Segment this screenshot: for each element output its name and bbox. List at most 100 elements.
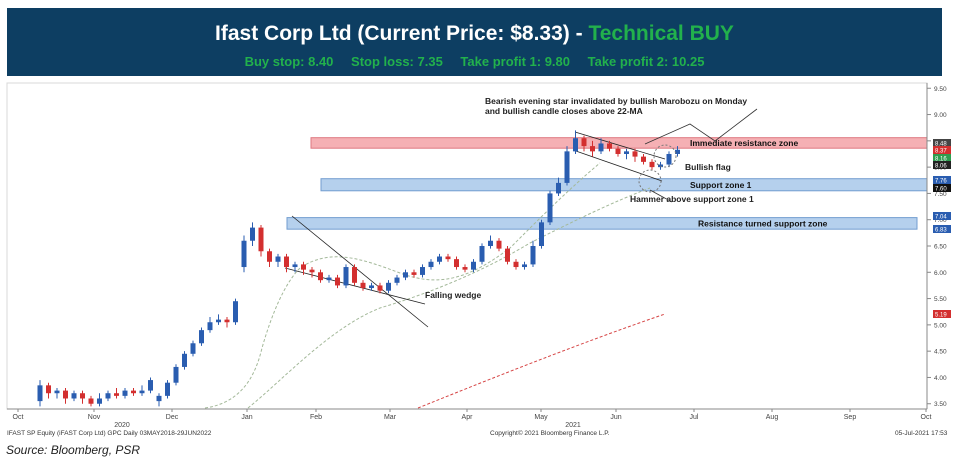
candle-body [267, 251, 272, 262]
candle [386, 280, 391, 294]
footer-left: IFAST SP Equity (iFAST Corp Ltd) GPC Dai… [7, 430, 212, 437]
candle [675, 146, 680, 157]
candle [250, 222, 255, 246]
candle-body [666, 153, 672, 165]
candle [513, 259, 519, 270]
candle-body [564, 151, 570, 183]
annotations-layer: Bearish evening star invalidated by bull… [425, 96, 828, 300]
x-tick-label: Aug [766, 414, 779, 421]
price-label: 7.60 [935, 187, 947, 193]
candle [258, 224, 264, 257]
footer-center: Copyright© 2021 Bloomberg Finance L.P. [490, 429, 610, 437]
candle-body [352, 267, 357, 283]
price-label: 6.83 [935, 228, 947, 234]
candle-body [573, 138, 578, 152]
candle [190, 340, 196, 357]
source-note: Source: Bloomberg, PSR [6, 443, 141, 457]
footer-right: 05-Jul-2021 17:53 [895, 430, 948, 437]
x-tick-label: Nov [88, 414, 101, 421]
candle [131, 387, 136, 396]
candle-body [632, 151, 638, 157]
annotation-3: Hammer above support zone 1 [630, 194, 754, 204]
candle [369, 282, 374, 291]
zone-label-0: Immediate resistance zone [690, 138, 798, 148]
year-label: 2021 [565, 422, 581, 429]
candle [615, 146, 621, 157]
candle [207, 316, 213, 333]
candle [165, 380, 170, 399]
x-tick-label: Sep [844, 414, 857, 421]
candle-body [581, 138, 587, 147]
candle-body [182, 353, 187, 367]
x-tick-label: Mar [384, 414, 397, 421]
candle-body [598, 143, 604, 152]
candle [71, 390, 77, 402]
candle [216, 314, 221, 325]
candle [471, 259, 476, 273]
candle [394, 274, 400, 286]
candle-body [377, 285, 383, 291]
candle [63, 387, 68, 404]
candle-body [292, 264, 298, 268]
candle [607, 140, 612, 152]
candle [581, 135, 587, 152]
x-tick-label: Oct [921, 414, 932, 421]
candle [632, 148, 638, 162]
candle [37, 380, 43, 407]
price-label-box [933, 184, 951, 192]
y-tick-label: 4.50 [934, 349, 947, 356]
candle-body [80, 393, 85, 399]
candle-body [233, 301, 238, 323]
candle-body [216, 319, 221, 323]
candle-body [505, 248, 510, 262]
candle-body [63, 390, 68, 399]
candle-body [122, 390, 128, 396]
moving-averages-layer [204, 162, 666, 409]
candle [352, 264, 357, 286]
x-tick-label: Jun [610, 414, 621, 421]
x-axis: Oct Nov Dec Jan Feb Mar Apr May Jun Jul Aug Sep Oct 2… [7, 408, 932, 429]
take-profit-1-level: Take profit 1: 9.80 [460, 54, 570, 69]
candle [275, 253, 281, 268]
candle-body [437, 256, 442, 262]
y-tick-label: 6.50 [934, 244, 947, 251]
annotation-0: Bearish evening star invalidated by bull… [485, 96, 747, 106]
candle [80, 390, 85, 404]
y-tick-label: 9.50 [934, 86, 947, 93]
candle-body [547, 193, 553, 223]
candle-body [471, 261, 476, 270]
price-label: 5.19 [935, 313, 947, 319]
candle [420, 264, 425, 278]
candle-body [394, 277, 400, 283]
price-label: 7.76 [935, 179, 947, 185]
candle-body [139, 390, 145, 394]
price-label-box [933, 212, 951, 220]
candle [182, 351, 187, 370]
title-rating: Technical BUY [588, 22, 734, 45]
candle [505, 246, 510, 265]
candle-body [46, 385, 51, 394]
ma-long-line [417, 313, 666, 409]
candle-body [556, 182, 561, 194]
candle-body [607, 143, 612, 149]
candle [267, 248, 272, 268]
title-main: Ifast Corp Ltd (Current Price: $8.33) - [215, 22, 589, 45]
candle [539, 219, 544, 249]
candle [114, 387, 119, 399]
trade-levels: Buy stop: 8.40 Stop loss: 7.35 Take prof… [7, 54, 942, 69]
candle [530, 240, 536, 268]
x-tick-label: May [534, 414, 548, 421]
candle [326, 274, 332, 283]
y-tick-label: 6.00 [934, 270, 947, 277]
candle [666, 151, 672, 168]
candle-body [343, 267, 349, 286]
candle [454, 256, 459, 270]
y-tick-label: 5.50 [934, 296, 947, 303]
candle-body [513, 261, 519, 268]
zone-0 [310, 137, 928, 149]
price-label-box [933, 154, 951, 162]
zone-1 [320, 178, 928, 192]
candle-body [641, 156, 646, 162]
plot-area [6, 82, 928, 410]
candle [437, 253, 442, 265]
